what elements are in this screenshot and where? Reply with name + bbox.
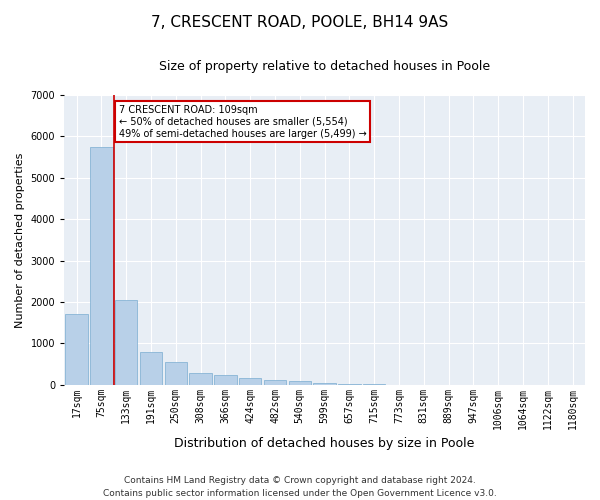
Bar	[264, 380, 286, 385]
Bar	[289, 381, 311, 385]
Bar	[90, 146, 113, 385]
Bar	[140, 352, 162, 385]
Y-axis label: Number of detached properties: Number of detached properties	[15, 152, 25, 328]
Bar	[190, 373, 212, 385]
Bar	[214, 375, 236, 385]
Text: 7 CRESCENT ROAD: 109sqm
← 50% of detached houses are smaller (5,554)
49% of semi: 7 CRESCENT ROAD: 109sqm ← 50% of detache…	[119, 106, 367, 138]
X-axis label: Distribution of detached houses by size in Poole: Distribution of detached houses by size …	[175, 437, 475, 450]
Text: 7, CRESCENT ROAD, POOLE, BH14 9AS: 7, CRESCENT ROAD, POOLE, BH14 9AS	[151, 15, 449, 30]
Bar	[338, 384, 361, 385]
Bar	[164, 362, 187, 385]
Text: Contains HM Land Registry data © Crown copyright and database right 2024.
Contai: Contains HM Land Registry data © Crown c…	[103, 476, 497, 498]
Bar	[115, 300, 137, 385]
Bar	[65, 314, 88, 385]
Bar	[313, 382, 336, 385]
Title: Size of property relative to detached houses in Poole: Size of property relative to detached ho…	[159, 60, 490, 73]
Bar	[239, 378, 262, 385]
